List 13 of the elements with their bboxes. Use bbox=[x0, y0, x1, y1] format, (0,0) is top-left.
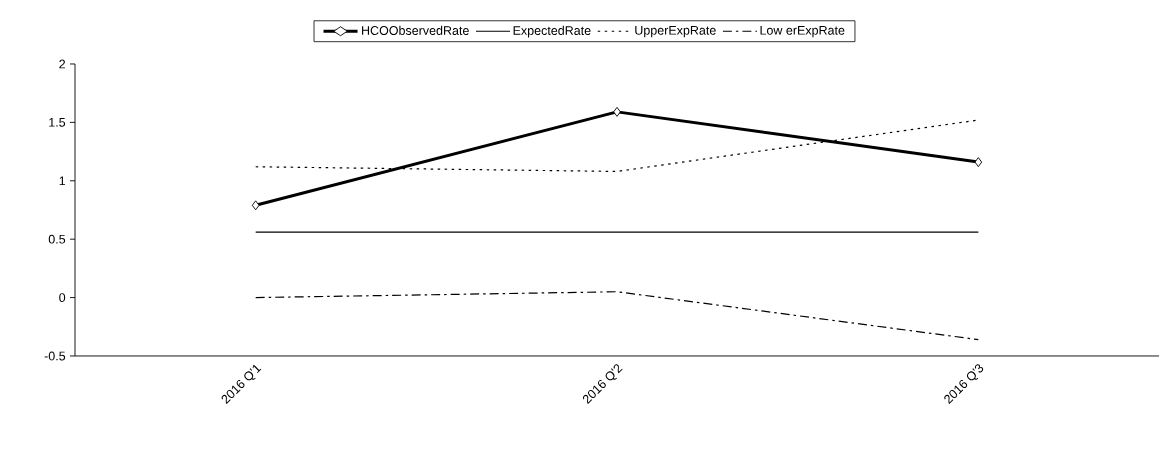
legend-label: Low erExpRate bbox=[760, 26, 845, 38]
y-tick-label: -0.5 bbox=[44, 351, 66, 361]
y-tick-label: 0 bbox=[59, 293, 66, 303]
y-tick-label: 0.5 bbox=[48, 234, 66, 244]
point bbox=[251, 200, 260, 211]
legend-label: HCOObservedRate bbox=[362, 25, 469, 35]
y-tick-label: 2 bbox=[59, 59, 66, 69]
legend-label: ExpectedRate bbox=[513, 25, 591, 38]
y-tick-label: 1.5 bbox=[49, 118, 66, 127]
point bbox=[613, 106, 621, 117]
legend-label: UpperExpRate bbox=[635, 26, 716, 38]
y-tick-label: 1 bbox=[59, 176, 66, 186]
point bbox=[974, 157, 983, 168]
